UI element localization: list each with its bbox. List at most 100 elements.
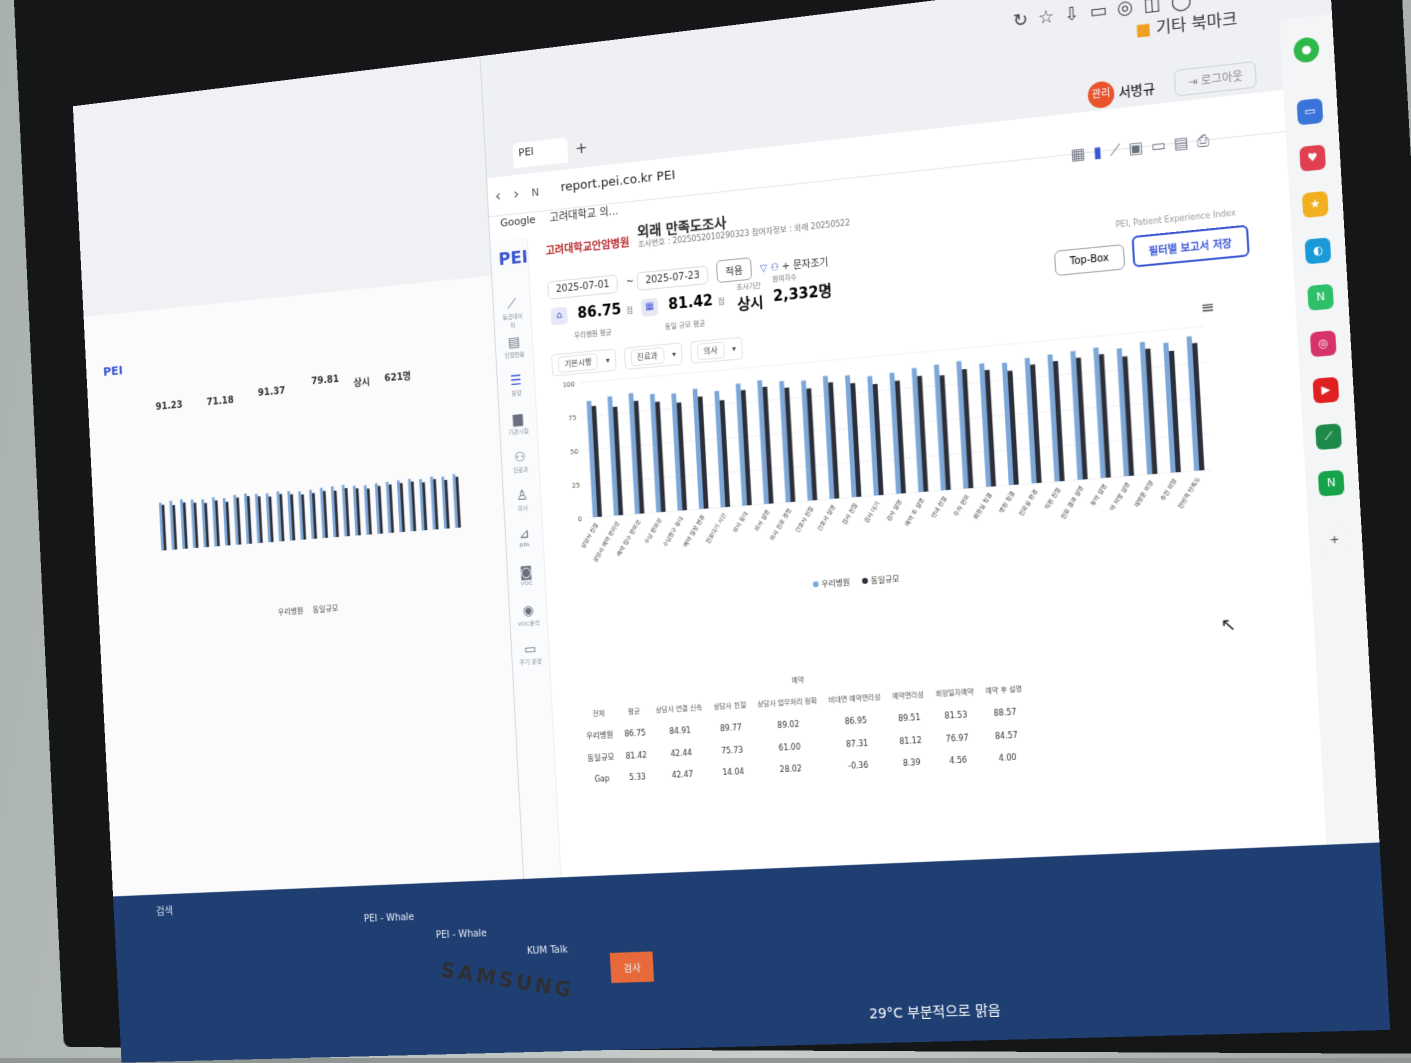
taskbar-item-pei-2[interactable]: PEI - Whale bbox=[436, 928, 487, 940]
x-tick-label: 병원 청결 bbox=[997, 490, 1017, 515]
stat-peer: ▦ 81.42 점 동일 규모 평균 bbox=[641, 289, 726, 334]
sidebar-label: VOC bbox=[516, 579, 538, 587]
start-date-input[interactable]: 2025-07-01 bbox=[547, 274, 618, 299]
left-stat-1: 91.23 bbox=[155, 400, 182, 413]
back-icon[interactable]: ‹ bbox=[495, 186, 502, 205]
period-value: 상시 bbox=[737, 293, 764, 313]
left-pei-logo: PEI bbox=[103, 364, 123, 380]
youtube-icon[interactable]: ▶ bbox=[1313, 377, 1340, 404]
whale-icon[interactable]: N bbox=[531, 186, 539, 199]
wallet-icon[interactable]: ▭ bbox=[1297, 98, 1324, 125]
table-cell: 81.53 bbox=[930, 703, 981, 729]
table-cell: 5.33 bbox=[621, 766, 655, 788]
sidebar-item-voc[interactable]: ◙ VOC bbox=[515, 564, 538, 588]
x-tick-label: 간호사 친절 bbox=[793, 505, 815, 534]
x-tick-label: 상담사 친절 bbox=[579, 522, 600, 551]
stat-count: 참여자수 2,332명 bbox=[772, 261, 833, 306]
table-cell: 81.12 bbox=[888, 728, 933, 753]
end-date-input[interactable]: 2025-07-23 bbox=[636, 265, 708, 291]
add-icon[interactable]: + bbox=[1321, 527, 1348, 554]
folder-icon[interactable]: ▭ bbox=[1151, 135, 1175, 156]
y-tick-label: 50 bbox=[570, 448, 579, 457]
sidebar-label: 등급데이터 bbox=[501, 311, 524, 330]
sidebar-label: 의사 bbox=[512, 503, 534, 513]
x-tick-label: 진료 결과 설명 bbox=[1059, 484, 1086, 520]
date-separator: ~ bbox=[626, 277, 634, 288]
pei-logo[interactable]: PEI bbox=[498, 247, 528, 270]
x-tick-label: 추천 의향 bbox=[1158, 476, 1179, 502]
sidebar-item-department[interactable]: ⚇ 진료과 bbox=[509, 449, 532, 475]
topbox-button[interactable]: Top-Box bbox=[1054, 244, 1125, 276]
table-cell: 75.73 bbox=[710, 738, 755, 763]
sidebar-label: 기관시험 bbox=[507, 426, 529, 436]
count-value: 2,332명 bbox=[773, 282, 833, 305]
y-tick-label: 0 bbox=[578, 515, 583, 523]
taskbar-search[interactable]: 검색 bbox=[156, 903, 174, 919]
hospital-name: 고려대학교안암병원 bbox=[545, 234, 630, 258]
sidebar-label: VOC분석 bbox=[518, 618, 540, 628]
chart-icon: ⊿ bbox=[518, 526, 529, 542]
sidebar-item-doctor[interactable]: ♙ 의사 bbox=[511, 487, 534, 513]
sidebar-item-progress[interactable]: ▤ 진행현황 bbox=[503, 334, 526, 360]
avatar: 관리 bbox=[1087, 80, 1115, 109]
document-icon: ▭ bbox=[524, 641, 537, 657]
new-tab-button[interactable]: + bbox=[575, 138, 588, 158]
green-app-icon[interactable]: ● bbox=[1293, 36, 1320, 64]
left-stat-2: 71.18 bbox=[206, 395, 234, 408]
table-cell: -0.36 bbox=[826, 754, 891, 778]
forward-icon[interactable]: › bbox=[513, 184, 520, 203]
sidebar-label: 문항 bbox=[505, 388, 527, 399]
bar-chart-icon[interactable]: ▮ bbox=[1093, 142, 1111, 162]
taskbar-item-search[interactable]: 검사 bbox=[610, 951, 655, 983]
sidebar-item-bpa[interactable]: ⊿ BPA bbox=[513, 526, 536, 550]
table-cell: 동일규모 bbox=[581, 746, 620, 770]
sidebar-label: 진행현황 bbox=[503, 349, 525, 360]
excel-icon[interactable]: ▣ bbox=[1128, 137, 1152, 158]
sidebar-item-voc-analysis[interactable]: ◉ VOC분석 bbox=[517, 603, 540, 628]
instagram-icon[interactable]: ◎ bbox=[1310, 330, 1337, 357]
line-chart-icon[interactable]: ⟋ bbox=[1109, 140, 1129, 160]
table-cell: 우리병원 bbox=[580, 723, 619, 747]
taskbar-item-pei-1[interactable]: PEI - Whale bbox=[364, 912, 415, 924]
table-cell: 14.04 bbox=[711, 761, 756, 784]
peer-score-label: 동일 규모 평균 bbox=[665, 319, 706, 331]
translate-icon[interactable]: ◐ bbox=[1305, 237, 1332, 264]
taskbar-item-kumtalk[interactable]: KUM Talk bbox=[527, 945, 568, 957]
sidebar-item-cycle[interactable]: ▭ 주기 운영 bbox=[519, 641, 542, 666]
table-icon[interactable]: ▦ bbox=[1070, 143, 1093, 164]
print-icon[interactable]: ⎙ bbox=[1196, 130, 1218, 151]
table-cell: 89.51 bbox=[887, 705, 931, 730]
table-header-cell: 상담사 친절 bbox=[707, 694, 752, 718]
browser-tab[interactable]: PEI bbox=[512, 137, 568, 168]
table-cell: 4.56 bbox=[933, 749, 984, 773]
x-tick-label: 재방문 의향 bbox=[1132, 478, 1156, 509]
stock-icon[interactable]: ⟋ bbox=[1315, 423, 1342, 450]
x-tick-label: 투약 설명 bbox=[1089, 483, 1109, 508]
our-score: 86.75 bbox=[577, 300, 622, 322]
table-cell: 28.02 bbox=[755, 757, 827, 781]
left-legend-peer: 동일규모 bbox=[312, 603, 338, 615]
sidebar-item-questions[interactable]: ☰ 문항 bbox=[505, 372, 528, 398]
star-icon[interactable]: ★ bbox=[1302, 191, 1329, 218]
table-header-cell: 전체 bbox=[579, 702, 618, 725]
naver-icon[interactable]: N bbox=[1318, 470, 1345, 497]
legend-ours: 우리병원 bbox=[821, 578, 850, 589]
x-tick-label: 검사 설명 bbox=[885, 498, 904, 523]
logout-label: 로그아웃 bbox=[1201, 70, 1244, 88]
table-cell: 42.44 bbox=[652, 741, 711, 767]
save-report-button[interactable]: 필터별 보고서 저장 bbox=[1132, 225, 1250, 268]
x-tick-label: 약 처방 설명 bbox=[1108, 481, 1132, 513]
pocket-icon[interactable]: ♥ bbox=[1299, 144, 1326, 171]
dropdown-label: 진료과 bbox=[630, 347, 664, 367]
hospital-icon: ⌂ bbox=[550, 306, 567, 325]
sidebar-item-institution[interactable]: ▆ 기관시험 bbox=[507, 411, 530, 437]
pdf-icon[interactable]: ▤ bbox=[1174, 132, 1198, 153]
weather-widget[interactable]: 29°C 부분적으로 맑음 bbox=[869, 1000, 1001, 1024]
x-tick-label: 의사 설명 bbox=[753, 508, 772, 532]
logout-button[interactable]: ⇥ 로그아웃 bbox=[1174, 61, 1257, 97]
green-n-icon[interactable]: N bbox=[1307, 284, 1334, 311]
dropdown-label: 기본시행 bbox=[558, 353, 599, 373]
sidebar-item-grade[interactable]: ⟋ 등급데이터 bbox=[501, 296, 524, 331]
x-tick-label: 수납창구 응대 bbox=[661, 515, 685, 548]
bookmark-google[interactable]: Google bbox=[500, 213, 536, 229]
